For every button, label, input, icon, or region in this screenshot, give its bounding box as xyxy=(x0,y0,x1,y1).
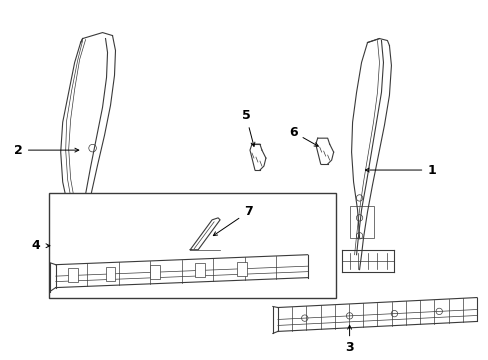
Text: 5: 5 xyxy=(241,109,254,147)
Bar xyxy=(150,265,160,279)
Bar xyxy=(237,262,246,276)
Text: 4: 4 xyxy=(31,239,40,252)
Bar xyxy=(195,264,205,278)
Text: 2: 2 xyxy=(14,144,79,157)
Text: 1: 1 xyxy=(365,163,435,176)
Text: 3: 3 xyxy=(345,325,353,354)
Bar xyxy=(49,193,335,298)
Bar xyxy=(67,269,78,283)
Bar xyxy=(349,206,374,238)
Text: 7: 7 xyxy=(213,205,252,235)
Text: 6: 6 xyxy=(288,126,318,146)
Bar xyxy=(105,267,115,281)
